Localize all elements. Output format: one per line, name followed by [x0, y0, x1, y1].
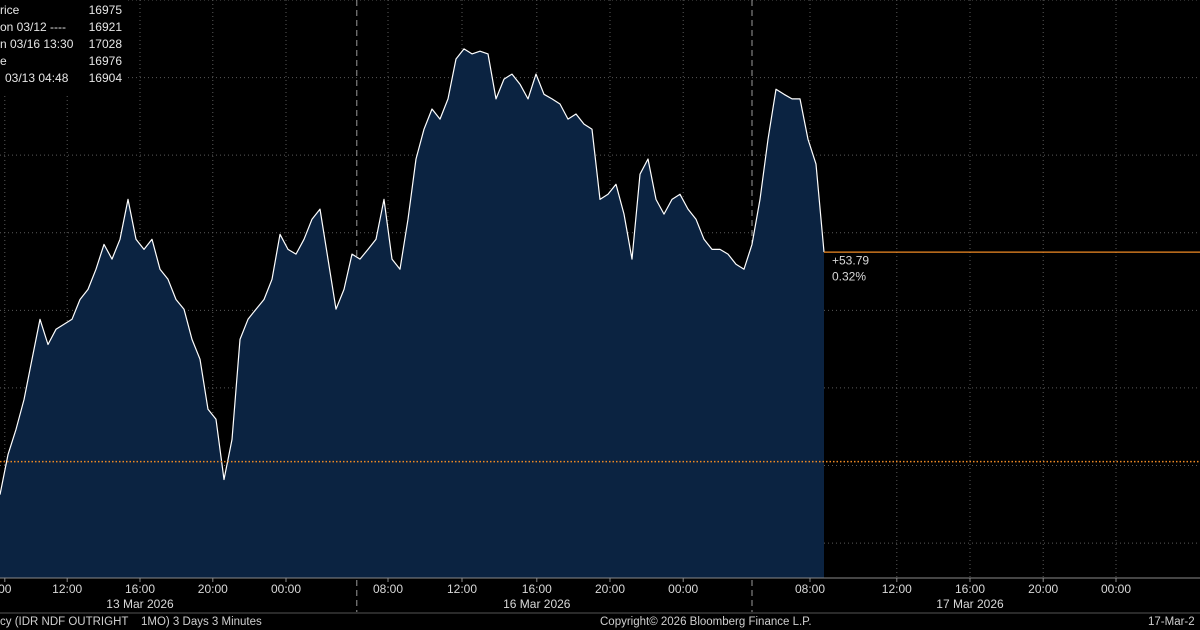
- legend: rice 16975 on 03/12 ---- 16921 n 03/16 13:30…: [0, 0, 127, 96]
- footer-right: 17-Mar-2: [1148, 616, 1195, 628]
- x-tick-label: 08:00: [795, 582, 825, 596]
- footer-center: Copyright© 2026 Bloomberg Finance L.P.: [600, 616, 812, 628]
- plot-area: [0, 0, 1200, 612]
- legend-label: 03/13 04:48: [5, 71, 69, 85]
- legend-label: n 03/16 13:30: [0, 37, 74, 51]
- legend-value: 16921: [89, 20, 123, 34]
- change-label: +53.79: [832, 253, 869, 267]
- legend-value: 16976: [89, 54, 123, 68]
- x-tick-label: 08:00: [373, 582, 403, 596]
- x-tick-label: 12:00: [447, 582, 477, 596]
- overlay: +53.79 0.32%: [0, 251, 1200, 463]
- x-tick-label: 00:00: [271, 582, 301, 596]
- footer: cy (IDR NDF OUTRIGHT 1MO) 3 Days 3 Minut…: [0, 616, 1195, 628]
- x-tick-label: 20:00: [595, 582, 625, 596]
- area: [0, 48, 824, 578]
- x-tick-label: 20:00: [198, 582, 228, 596]
- x-tick-label: 12:00: [52, 582, 82, 596]
- x-tick-label: 00:00: [668, 582, 698, 596]
- legend-label: e: [0, 54, 7, 68]
- x-tick-label: 16:00: [522, 582, 552, 596]
- date-label: 17 Mar 2026: [936, 597, 1004, 611]
- x-tick-label: 16:00: [125, 582, 155, 596]
- date-label: 16 Mar 2026: [503, 597, 571, 611]
- legend-value: 16904: [89, 71, 123, 85]
- line: [0, 48, 825, 495]
- legend-box: [0, 0, 127, 96]
- date-label: 13 Mar 2026: [106, 597, 174, 611]
- x-tick-label: 20:00: [1028, 582, 1058, 596]
- legend-label: rice: [0, 3, 20, 17]
- change-pct-label: 0.32%: [832, 269, 866, 283]
- legend-label: on 03/12 ----: [0, 20, 66, 34]
- x-tick-label: 00: [0, 582, 12, 596]
- legend-value: 16975: [89, 3, 123, 17]
- legend-value: 17028: [89, 37, 123, 51]
- x-tick-label: 00:00: [1101, 582, 1131, 596]
- footer-left: cy (IDR NDF OUTRIGHT 1MO) 3 Days 3 Minut…: [0, 616, 262, 628]
- x-tick-label: 12:00: [882, 582, 912, 596]
- x-tick-label: 16:00: [955, 582, 985, 596]
